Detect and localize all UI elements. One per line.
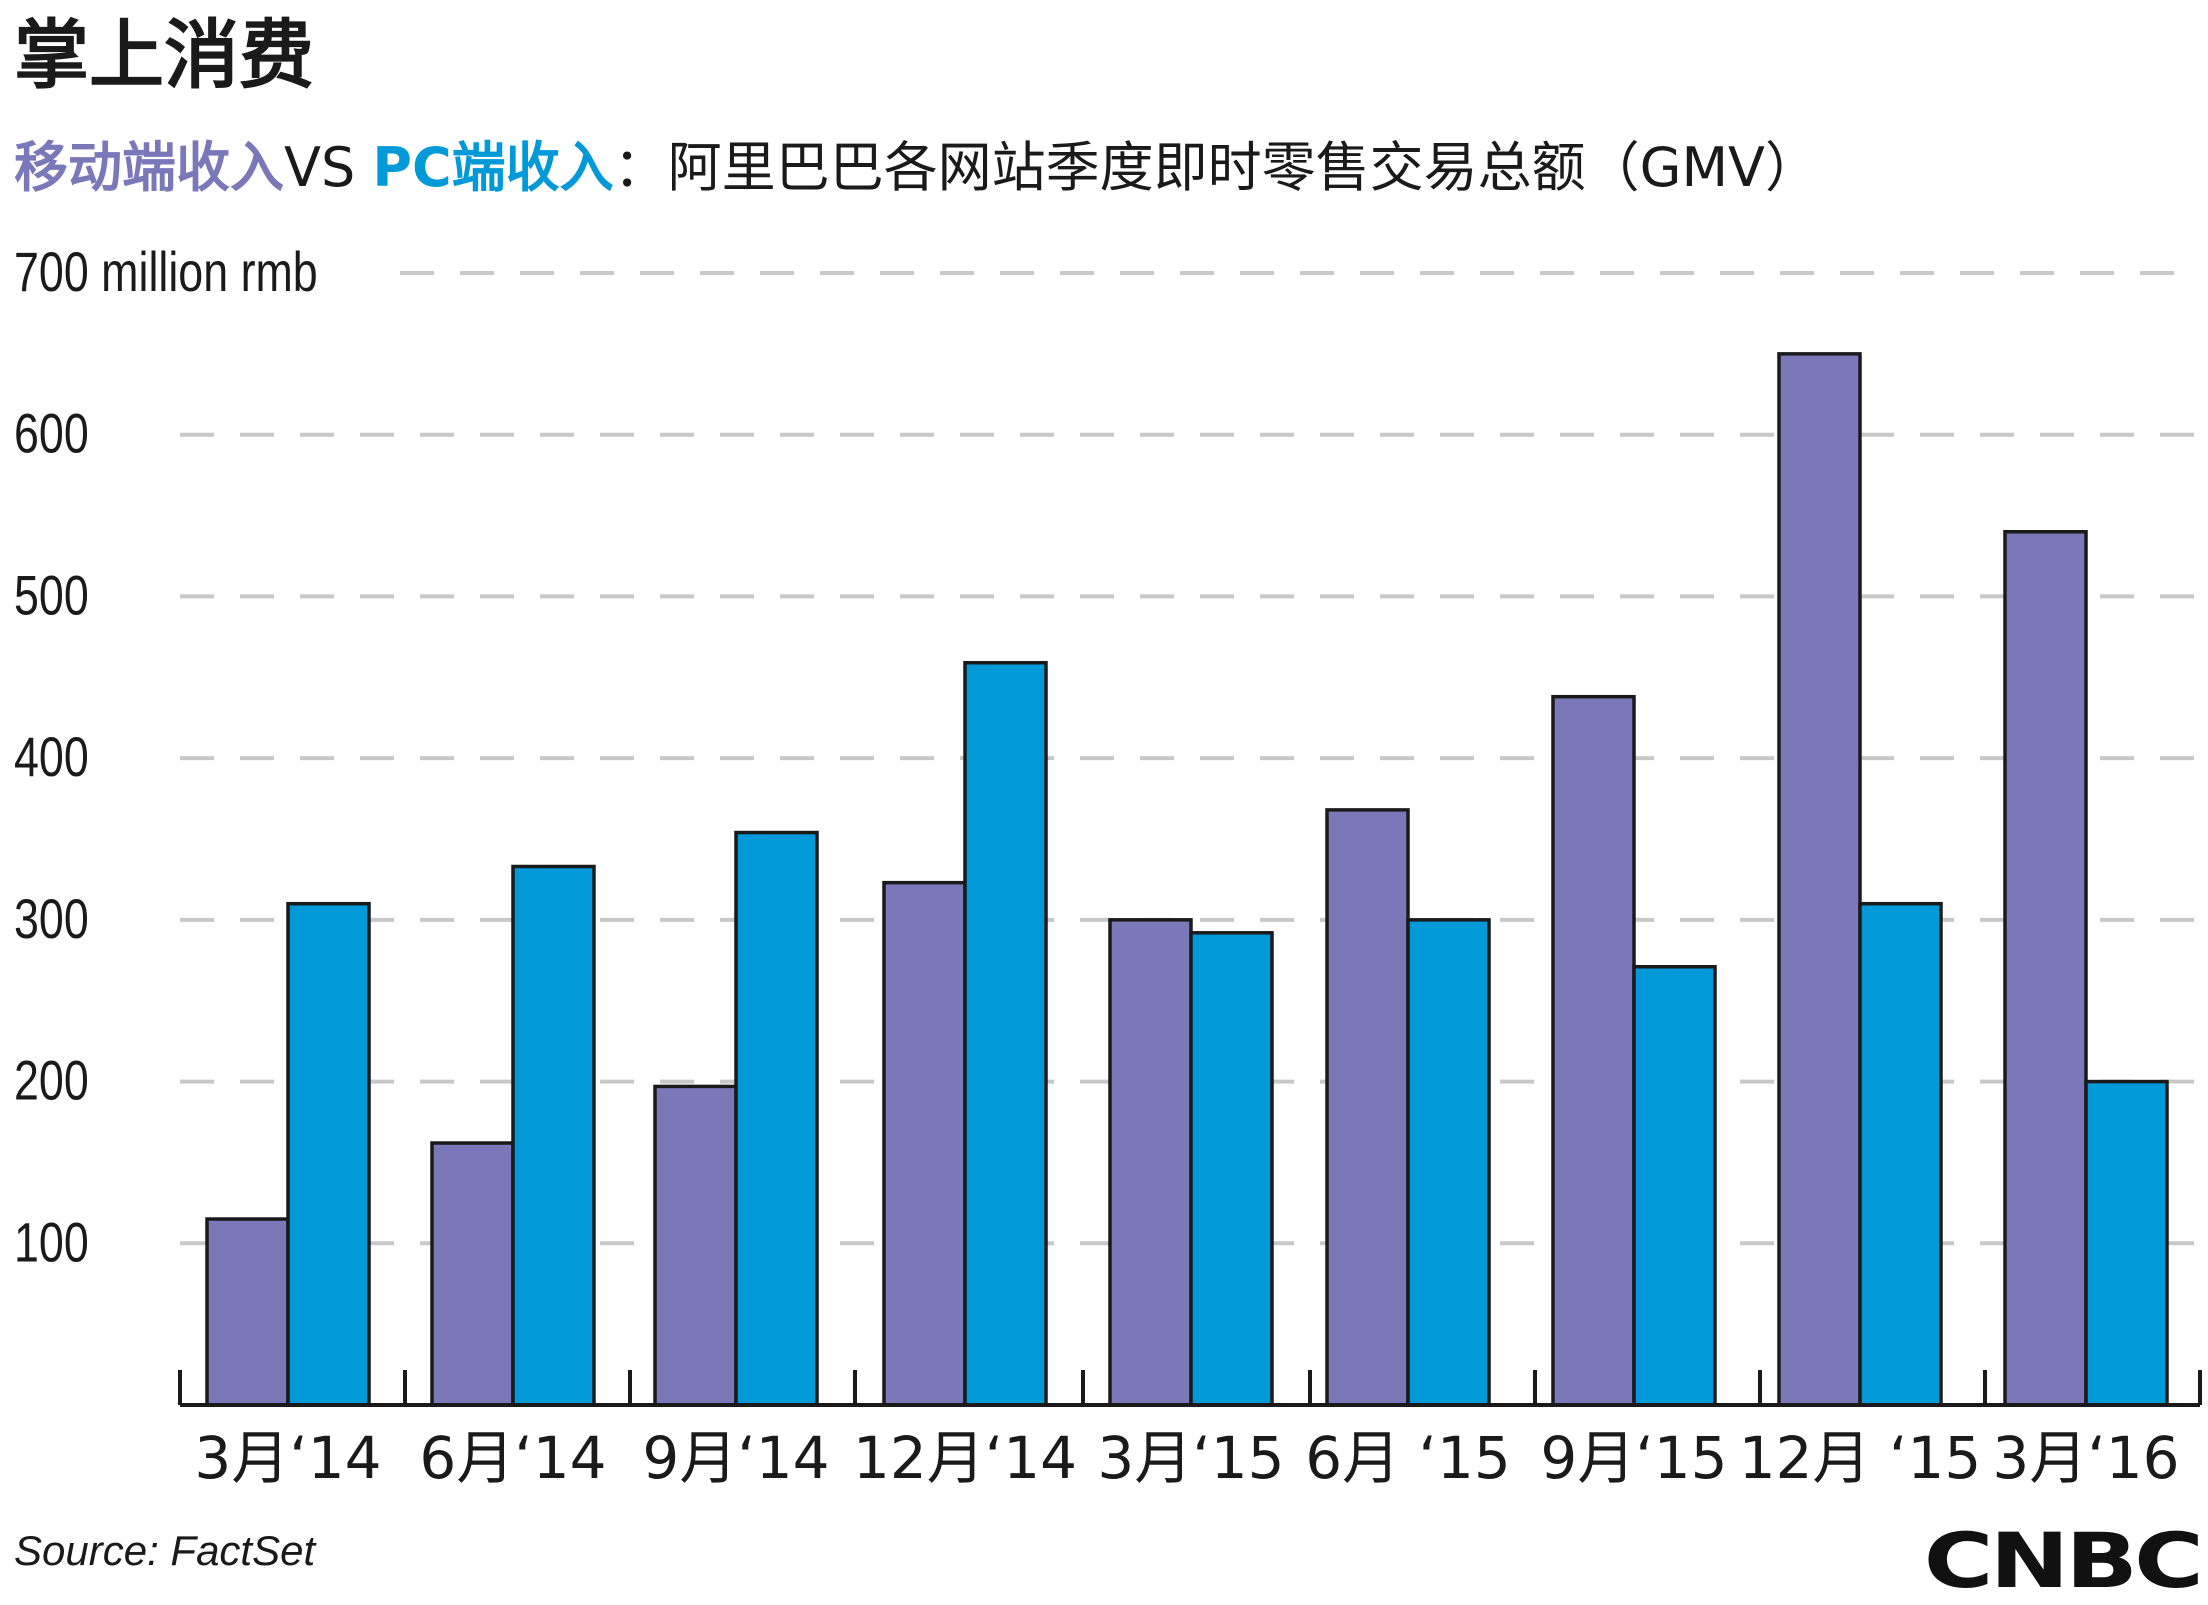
bar-pc (286, 901, 371, 1407)
bar-mobile (653, 1084, 738, 1407)
x-tick-label: 3月‘16 (1992, 1424, 2179, 1492)
bar-mobile (430, 1141, 515, 1407)
bar-mobile (882, 880, 967, 1407)
x-tick-label: 6月 ‘15 (1305, 1424, 1511, 1492)
x-tick-label: 12月 ‘15 (1739, 1424, 1981, 1492)
x-tick-label: 9月‘14 (642, 1424, 829, 1492)
y-tick-label: 100 (14, 1210, 89, 1273)
bar-mobile (205, 1217, 290, 1407)
x-tick-label: 3月‘14 (194, 1424, 381, 1492)
y-tick-label: 200 (14, 1049, 89, 1112)
x-tick-label: 3月‘15 (1097, 1424, 1284, 1492)
bar-pc (1406, 918, 1491, 1407)
bar-pc (1632, 965, 1717, 1407)
bar-mobile (1108, 918, 1193, 1407)
bar-pc (511, 864, 596, 1407)
bar-pc (734, 830, 819, 1407)
y-tick-label: 500 (14, 564, 89, 627)
chart-title: 掌上消费 (14, 11, 315, 99)
legend-pc: PC端收入 (372, 136, 614, 199)
source-note: Source: FactSet (14, 1527, 316, 1574)
cnbc-logo: CNBC (1923, 1516, 2204, 1605)
bar-pc (1858, 901, 1943, 1407)
x-tick-label: 6月‘14 (419, 1424, 606, 1492)
legend-mobile: 移动端收入 (14, 136, 284, 199)
y-tick-label: 400 (14, 725, 89, 788)
y-tick-label: 600 (14, 402, 89, 465)
x-tick-label: 9月‘15 (1540, 1424, 1727, 1492)
bar-pc (1189, 931, 1274, 1407)
y-tick-label: 700 million rmb (14, 240, 318, 303)
bar-mobile (1777, 352, 1862, 1407)
subtitle-rest: ：阿里巴巴各网站季度即时零售交易总额（GMV） (613, 136, 1819, 199)
bar-mobile (2003, 529, 2088, 1407)
bar-pc (2084, 1079, 2169, 1407)
y-tick-label: 300 (14, 887, 89, 950)
bar-pc (963, 660, 1048, 1407)
bar-mobile (1551, 694, 1636, 1407)
chart-subtitle: 移动端收入VS PC端收入：阿里巴巴各网站季度即时零售交易总额（GMV） (14, 136, 1819, 201)
x-tick-label: 12月‘14 (853, 1424, 1077, 1492)
bar-mobile (1325, 808, 1410, 1407)
subtitle-vs: VS (284, 136, 373, 199)
